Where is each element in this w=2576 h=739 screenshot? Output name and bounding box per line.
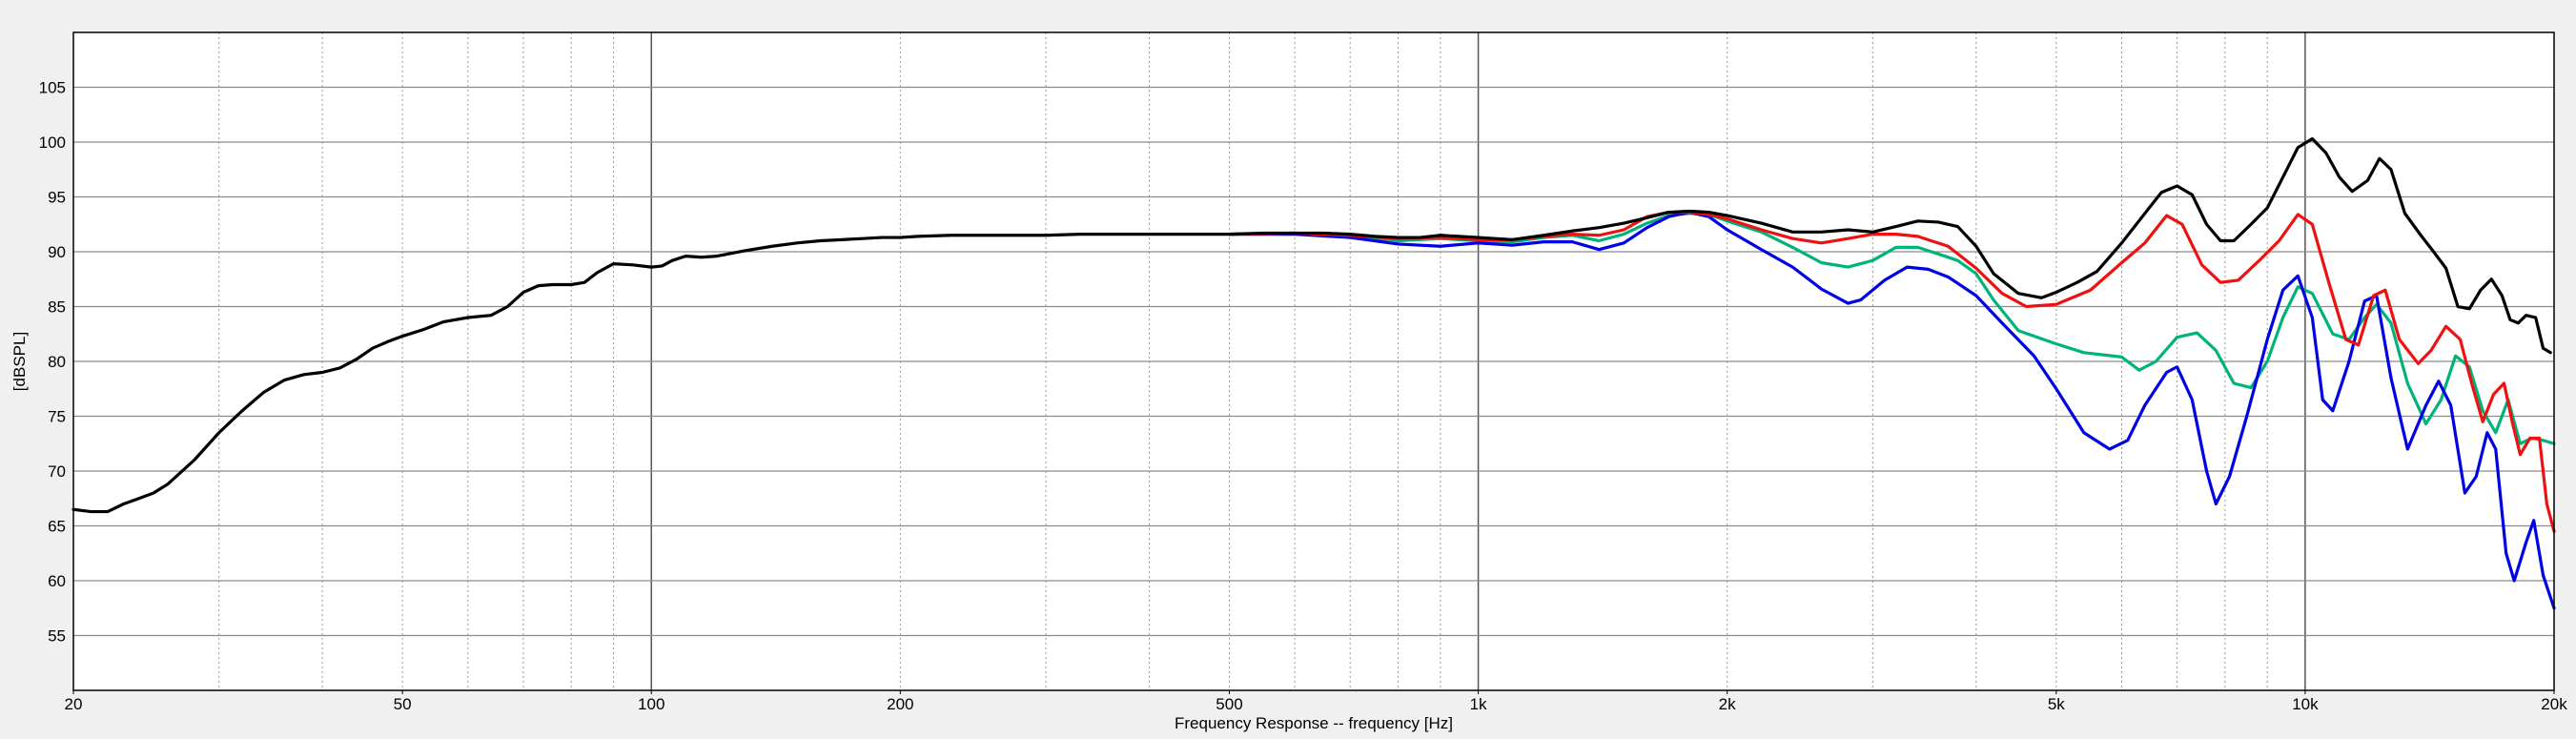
series-line-2: [1227, 211, 2556, 610]
y-tick-label: 55: [48, 627, 66, 646]
y-tick-label: 65: [48, 518, 66, 536]
series-line-1: [1227, 212, 2556, 445]
y-tick-label: 80: [48, 353, 66, 371]
x-tick-label: 100: [638, 695, 664, 713]
x-tick-label: 50: [394, 695, 412, 713]
y-tick-label: 70: [48, 462, 66, 481]
y-tick-label: 60: [48, 572, 66, 590]
x-axis-title: Frequency Response -- frequency [Hz]: [1175, 714, 1453, 732]
y-tick-label: 75: [48, 408, 66, 426]
y-tick-label: 90: [48, 243, 66, 261]
y-axis-title: [dBSPL]: [10, 332, 29, 391]
x-tick-label: 1k: [1470, 695, 1487, 713]
x-tick-label: 2k: [1719, 695, 1736, 713]
x-tick-label: 500: [1216, 695, 1242, 713]
y-tick-label: 100: [39, 133, 66, 152]
x-tick-label: 200: [887, 695, 913, 713]
y-tick-label: 85: [48, 298, 66, 317]
x-tick-label: 10k: [2292, 695, 2319, 713]
series-layer: [72, 136, 2556, 610]
y-tick-labels: 55 60 65 70 75 80 85 90 95 100 105: [39, 79, 66, 646]
x-tick-label: 20: [65, 695, 83, 713]
major-gridlines: [73, 32, 2554, 690]
series-line-3: [1227, 211, 2556, 533]
series-line-4: [72, 136, 2552, 514]
x-tick-labels: 20 50 100 200 500 1k 2k 5k 10k 20k: [65, 690, 2567, 713]
plot-frame: [72, 31, 2555, 691]
x-tick-label: 5k: [2048, 695, 2065, 713]
y-tick-label: 105: [39, 79, 66, 97]
y-tick-label: 95: [48, 189, 66, 207]
x-tick-label: 20k: [2541, 695, 2567, 713]
